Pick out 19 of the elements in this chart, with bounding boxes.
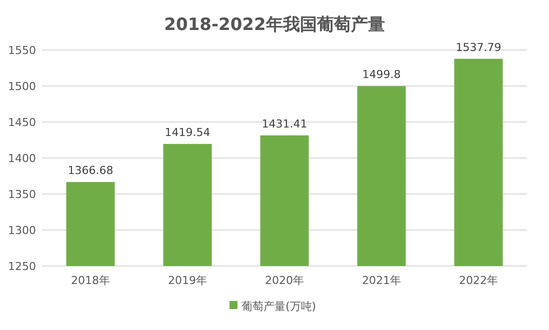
x-tick-label: 2018年: [71, 274, 110, 287]
data-label: 1366.68: [68, 164, 114, 177]
data-label: 1419.54: [164, 126, 210, 139]
y-tick-label: 1300: [8, 224, 36, 237]
data-label: 1431.41: [262, 117, 308, 130]
x-tick-label: 2020年: [265, 274, 304, 287]
y-tick-label: 1400: [8, 152, 36, 165]
data-label: 1499.8: [362, 68, 401, 82]
y-tick-label: 1450: [8, 116, 36, 129]
x-tick-label: 2022年: [459, 274, 498, 287]
y-tick-label: 1500: [8, 80, 36, 93]
x-tick-label: 2021年: [362, 274, 401, 287]
data-label: 1537.79: [456, 40, 502, 54]
x-tick-label: 2019年: [168, 274, 207, 287]
legend-label: 葡萄产量(万吨): [242, 300, 316, 313]
y-tick-label: 1550: [8, 44, 36, 57]
y-tick-label: 1350: [8, 188, 36, 201]
title: 2018-2022年我国葡萄产量: [164, 15, 385, 35]
y-tick-label: 1250: [8, 260, 36, 273]
